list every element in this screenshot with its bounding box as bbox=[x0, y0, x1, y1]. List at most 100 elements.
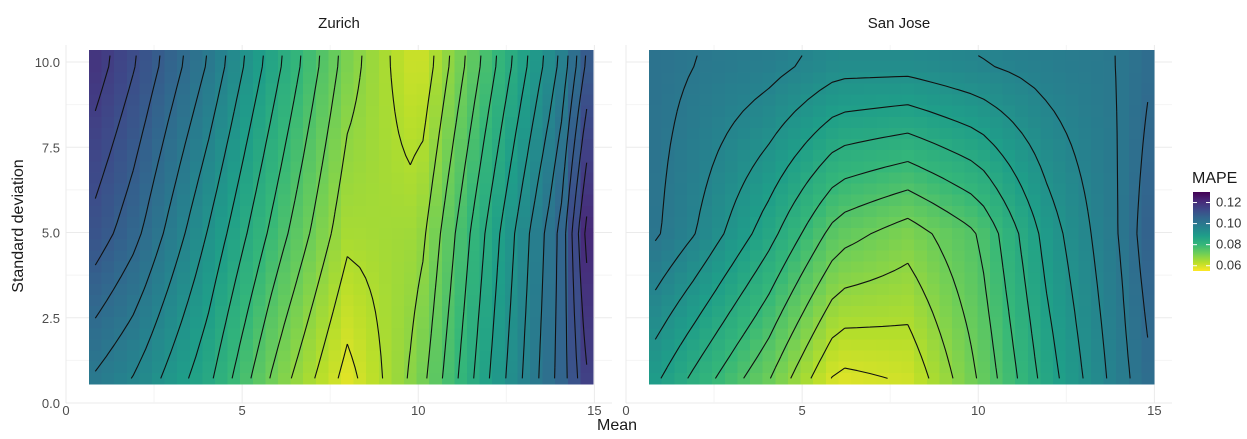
heatmap-tile bbox=[876, 228, 890, 240]
heatmap-tile bbox=[926, 283, 940, 296]
heatmap-tile bbox=[177, 361, 191, 374]
heatmap-tile bbox=[1027, 283, 1041, 296]
heatmap-tile bbox=[341, 217, 355, 229]
heatmap-tile bbox=[1090, 350, 1105, 363]
heatmap-tile bbox=[762, 272, 776, 285]
heatmap-tile bbox=[825, 194, 839, 207]
heatmap-tile bbox=[1015, 161, 1029, 174]
heatmap-tile bbox=[89, 161, 103, 174]
heatmap-tile bbox=[787, 372, 802, 385]
heatmap-tile bbox=[888, 283, 903, 296]
heatmap-tile bbox=[1128, 350, 1142, 363]
heatmap-tile bbox=[429, 250, 443, 263]
heatmap-tile bbox=[114, 161, 128, 174]
heatmap-tile bbox=[126, 317, 140, 329]
heatmap-tile bbox=[492, 350, 506, 363]
heatmap-tile bbox=[977, 183, 991, 196]
heatmap-tile bbox=[378, 94, 392, 107]
heatmap-tile bbox=[712, 161, 726, 174]
heatmap-tile bbox=[825, 261, 839, 274]
heatmap-tile bbox=[977, 139, 991, 151]
heatmap-tile bbox=[290, 339, 304, 352]
heatmap-tile bbox=[139, 172, 153, 185]
heatmap-tile bbox=[278, 261, 292, 274]
heatmap-tile bbox=[429, 272, 443, 285]
heatmap-tile bbox=[240, 272, 254, 285]
contour-line bbox=[769, 217, 978, 379]
heatmap-tile bbox=[89, 50, 103, 62]
heatmap-tile bbox=[126, 261, 140, 274]
heatmap-tile bbox=[555, 339, 569, 352]
heatmap-tile bbox=[1078, 228, 1092, 240]
heatmap-tile bbox=[952, 239, 966, 251]
heatmap-tile bbox=[101, 83, 115, 96]
heatmap-tile bbox=[686, 317, 701, 329]
heatmap-tile bbox=[888, 339, 903, 352]
heatmap-tile bbox=[555, 139, 569, 151]
heatmap-tile bbox=[1116, 350, 1130, 363]
heatmap-tile bbox=[164, 261, 178, 274]
heatmap-tile bbox=[762, 139, 776, 151]
heatmap-tile bbox=[492, 127, 506, 140]
heatmap-tile bbox=[649, 250, 663, 263]
heatmap-tile bbox=[901, 272, 915, 285]
heatmap-tile bbox=[901, 372, 915, 385]
heatmap-tile bbox=[813, 205, 827, 218]
heatmap-tile bbox=[139, 239, 153, 251]
x-tick-label: 0 bbox=[622, 403, 629, 418]
heatmap-tile bbox=[126, 306, 140, 318]
heatmap-tile bbox=[278, 339, 292, 352]
heatmap-tile bbox=[699, 272, 713, 285]
heatmap-tile bbox=[775, 116, 789, 129]
heatmap-tile bbox=[378, 306, 392, 318]
heatmap-tile bbox=[567, 61, 581, 73]
heatmap-tile bbox=[303, 194, 317, 207]
heatmap-tile bbox=[542, 283, 556, 296]
heatmap-tile bbox=[813, 116, 827, 129]
contour-line bbox=[212, 55, 513, 379]
heatmap-tile bbox=[863, 127, 877, 140]
heatmap-tile bbox=[989, 50, 1004, 62]
heatmap-tile bbox=[404, 317, 418, 329]
heatmap-tile bbox=[964, 294, 978, 307]
heatmap-tile bbox=[926, 105, 940, 118]
heatmap-tile bbox=[1027, 183, 1041, 196]
heatmap-tile bbox=[353, 183, 367, 196]
heatmap-tile bbox=[454, 205, 468, 218]
heatmap-tile bbox=[699, 172, 713, 185]
heatmap-tile bbox=[504, 361, 518, 374]
heatmap-tile bbox=[530, 72, 544, 84]
heatmap-tile bbox=[454, 283, 468, 296]
heatmap-tile bbox=[164, 83, 178, 96]
heatmap-tile bbox=[177, 294, 191, 307]
heatmap-tile bbox=[366, 272, 380, 285]
heatmap-tile bbox=[1015, 50, 1029, 62]
heatmap-tile bbox=[164, 350, 178, 363]
heatmap-tile bbox=[939, 250, 953, 263]
panels-layer: Zurich San Jose bbox=[65, 15, 1172, 404]
heatmap-tile bbox=[1053, 272, 1067, 285]
heatmap-tile bbox=[888, 361, 903, 374]
heatmap-tile bbox=[712, 261, 726, 274]
heatmap-tile bbox=[177, 372, 191, 385]
heatmap-tile bbox=[252, 217, 266, 229]
heatmap-tile bbox=[825, 272, 839, 285]
heatmap-tile bbox=[989, 139, 1004, 151]
heatmap-tile bbox=[661, 350, 675, 363]
heatmap-tile bbox=[492, 61, 506, 73]
heatmap-tile bbox=[712, 94, 726, 107]
heatmap-tile bbox=[1065, 161, 1079, 174]
heatmap-tile bbox=[341, 150, 355, 162]
heatmap-tile bbox=[926, 116, 940, 129]
heatmap-tile bbox=[926, 127, 940, 140]
heatmap-tile bbox=[303, 350, 317, 363]
heatmap-tile bbox=[341, 350, 355, 363]
heatmap-tile bbox=[661, 239, 675, 251]
heatmap-tile bbox=[391, 239, 405, 251]
heatmap-tile bbox=[1065, 139, 1079, 151]
heatmap-tile bbox=[189, 105, 203, 118]
heatmap-tile bbox=[252, 139, 266, 151]
heatmap-tile bbox=[240, 127, 254, 140]
heatmap-tile bbox=[454, 183, 468, 196]
heatmap-tile bbox=[126, 139, 140, 151]
